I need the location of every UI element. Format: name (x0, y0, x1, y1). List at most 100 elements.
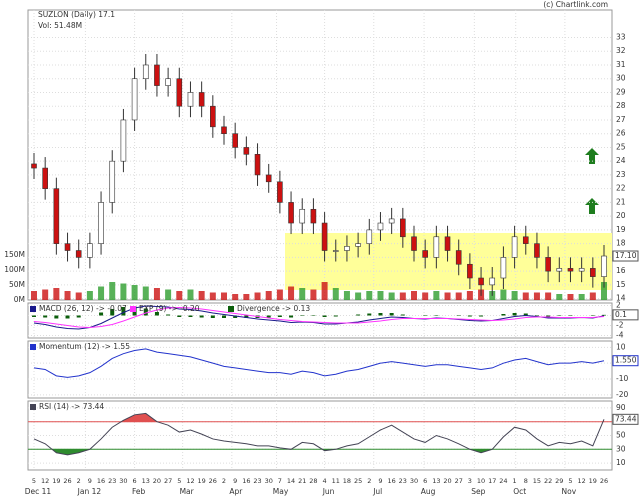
candle-body (366, 229, 373, 244)
y-tick-label: -10 (616, 374, 628, 383)
candle-body (590, 268, 596, 277)
last-value-label: 0.1 (615, 310, 627, 319)
divergence-bar (389, 313, 394, 316)
candle-body (422, 250, 428, 258)
volume-bar (589, 292, 596, 300)
candle-body (198, 92, 205, 107)
volume-bar (254, 292, 261, 300)
candle-body (176, 78, 183, 107)
x-tick-label: 30 (119, 477, 127, 485)
candle-body (210, 105, 216, 128)
chart-title: SUZLON (Daily) 17.1 (38, 10, 115, 19)
momentum-panel (27, 340, 613, 399)
x-tick-label: 30 (265, 477, 273, 485)
volume-bar (545, 292, 552, 300)
x-tick-label: 26 (63, 477, 71, 485)
divergence-bar (602, 314, 606, 316)
series-line (33, 412, 605, 456)
volume-bar (366, 291, 373, 300)
x-tick-label: 9 (378, 477, 382, 485)
divergence-bar (154, 312, 159, 316)
volume-bar (377, 291, 384, 300)
divergence-bar (199, 315, 204, 318)
x-tick-label: 4 (323, 477, 327, 485)
candle-body (377, 222, 384, 231)
x-tick-label: 12 (578, 477, 586, 485)
x-tick-label: 23 (108, 477, 116, 485)
y-tick-label: 27 (616, 115, 626, 124)
candle-body (142, 64, 149, 80)
x-tick-label: 16 (242, 477, 250, 485)
x-month-label: Mar (180, 487, 195, 496)
candle-body (545, 257, 551, 272)
y-tick-label: 25 (616, 142, 626, 151)
volume-bar (466, 291, 473, 300)
y-tick-label: 30 (616, 74, 626, 83)
candle-body (53, 188, 60, 244)
series-line (33, 348, 605, 378)
y-tick-label: -4 (616, 331, 624, 340)
candle-body (411, 236, 417, 251)
volume-bar (221, 292, 227, 300)
candle-body (400, 218, 406, 238)
volume-bar (98, 286, 105, 300)
volume-bar (533, 292, 540, 300)
x-tick-label: 23 (399, 477, 407, 485)
volume-bar (310, 289, 317, 300)
candle-body (567, 268, 574, 272)
volume-bar (567, 294, 574, 300)
divergence-bar (210, 315, 215, 318)
credit: (c) Chartlink.com (543, 0, 608, 9)
x-tick-label: 14 (287, 477, 295, 485)
legend-label: Divergence -> 0.13 (237, 304, 310, 313)
volume-bar (433, 291, 440, 300)
divergence-bar (289, 315, 294, 318)
x-tick-label: 26 (209, 477, 217, 485)
volume-bar (321, 282, 328, 300)
volume-bar (601, 282, 607, 300)
legend-label: MACD (26, 12) -> -0.07 (39, 304, 127, 313)
legend-swatch (30, 306, 36, 312)
x-tick-label: 11 (332, 477, 340, 485)
divergence-bar (456, 315, 461, 316)
y-tick-label: 29 (616, 87, 626, 96)
volume-bar (332, 288, 339, 300)
volume-bar (53, 288, 60, 300)
x-tick-label: 26 (600, 477, 608, 485)
candle-body (109, 160, 116, 203)
y-tick-label: 26 (616, 129, 626, 138)
divergence-bar (423, 315, 428, 316)
divergence-bar (501, 314, 506, 316)
candle-body (165, 78, 171, 86)
candle-body (221, 126, 227, 134)
x-tick-label: 5 (568, 477, 572, 485)
last-value-label: 73.44 (615, 414, 637, 423)
divergence-bar (479, 315, 484, 317)
x-month-label: Jun (322, 487, 335, 496)
volume-bar (131, 285, 138, 300)
y-tick-label: 23 (616, 170, 626, 179)
x-tick-label: 27 (455, 477, 463, 485)
x-tick-label: 13 (142, 477, 150, 485)
y-tick-label: 90 (616, 403, 626, 412)
last-value-box (612, 309, 639, 321)
candle-body (489, 277, 496, 286)
divergence-bar (99, 312, 104, 316)
x-tick-label: 5 (32, 477, 36, 485)
divergence-bar (568, 315, 573, 316)
x-month-label: Oct (513, 487, 526, 496)
divergence-bar (378, 313, 383, 316)
candle-body (154, 64, 160, 86)
x-tick-label: 9 (233, 477, 237, 485)
x-tick-label: 2 (367, 477, 371, 485)
y-tick-label: 21 (616, 197, 626, 206)
x-tick-label: 5 (177, 477, 181, 485)
x-tick-label: 27 (164, 477, 172, 485)
volume-bar (232, 294, 239, 300)
candle-body (578, 268, 585, 272)
divergence-bar (43, 315, 48, 318)
candle-body (522, 236, 529, 244)
divergence-bar (322, 315, 327, 317)
divergence-bar (54, 315, 59, 319)
candle-body (344, 246, 350, 251)
